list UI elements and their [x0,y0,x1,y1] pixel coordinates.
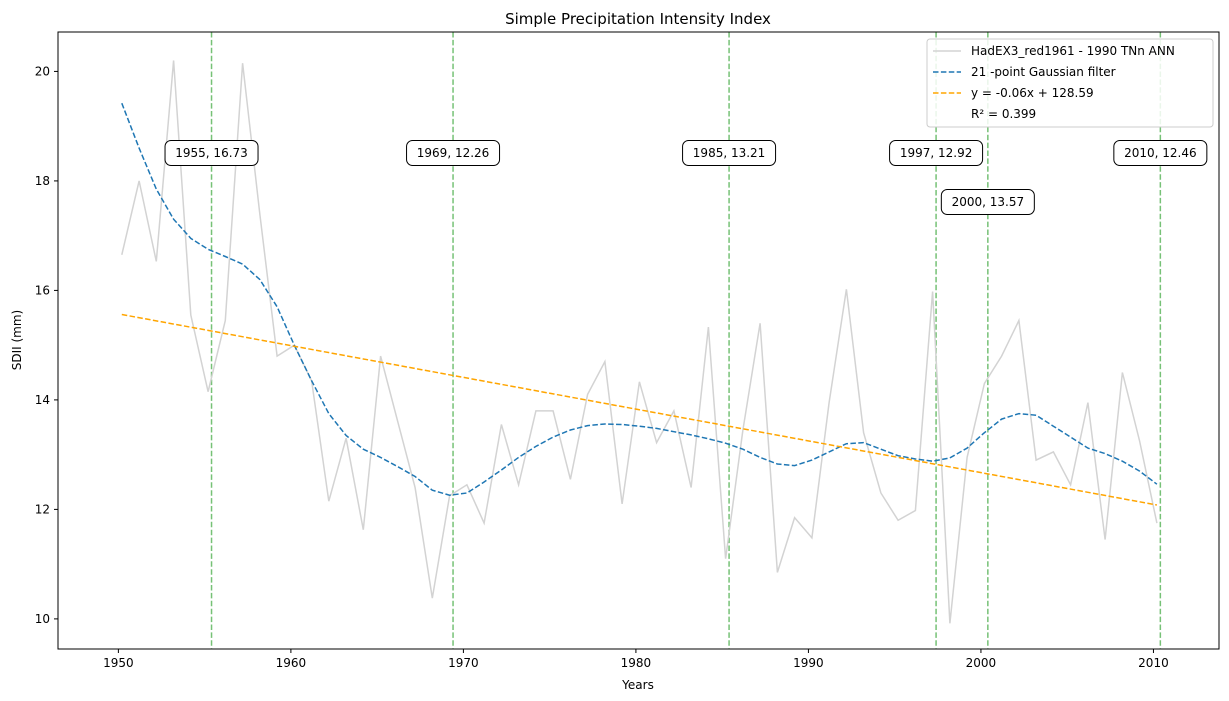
y-tick-label: 20 [35,64,50,78]
plot-frame [57,31,1220,650]
annotation-box [682,140,777,166]
legend-raw-label: HadEX3_red1961 - 1990 TNn ANN [971,44,1175,58]
annotation-box [406,140,501,166]
annotation-group: 1955, 16.73 1969, 12.26 1985, 13.21 1997, 1… [164,140,1208,215]
annotation-box [889,140,984,166]
annotation-box [940,189,1035,215]
x-tick-label: 1980 [621,656,652,670]
y-tick-label: 10 [35,612,50,626]
x-axis-label: Years [621,678,654,692]
gaussian-filter-line [121,102,1158,496]
y-tick-label: 18 [35,174,50,188]
annotation-label: 1969, 12.26 [417,146,490,160]
annotation-label: 1985, 13.21 [693,146,766,160]
legend-r-squared-label: R² = 0.399 [971,107,1036,121]
marker-lines-group [210,32,1162,649]
annotation-box [1113,140,1208,166]
legend-gaussian-label: 21 -point Gaussian filter [971,65,1116,79]
x-tick-label: 2010 [1138,656,1169,670]
y-axis-label: SDII (mm) [10,310,24,371]
legend: HadEX3_red1961 - 1990 TNn ANN 21 -point G… [926,38,1214,128]
chart-title: Simple Precipitation Intensity Index [505,10,771,28]
x-tick-label: 1950 [103,656,134,670]
annotation-label: 2000, 13.57 [952,195,1025,209]
legend-trend-label: y = -0.06x + 128.59 [971,86,1094,100]
y-tick-label: 16 [35,283,50,297]
x-tick-label: 1960 [276,656,307,670]
annotation-box [164,140,259,166]
x-axis: 1950 1960 1970 1980 1990 2000 2010 [103,649,1169,670]
annotation-label: 2010, 12.46 [1124,146,1197,160]
y-axis: 10 12 14 16 18 20 [35,64,58,626]
y-tick-label: 14 [35,393,50,407]
y-tick-label: 12 [35,502,50,516]
x-tick-label: 2000 [966,656,997,670]
trend-line [121,313,1158,506]
annotation-label: 1955, 16.73 [175,146,248,160]
x-tick-label: 1990 [793,656,824,670]
annotation-label: 1997, 12.92 [900,146,973,160]
series-group [121,60,1158,624]
legend-box [926,38,1214,128]
x-tick-label: 1970 [448,656,479,670]
